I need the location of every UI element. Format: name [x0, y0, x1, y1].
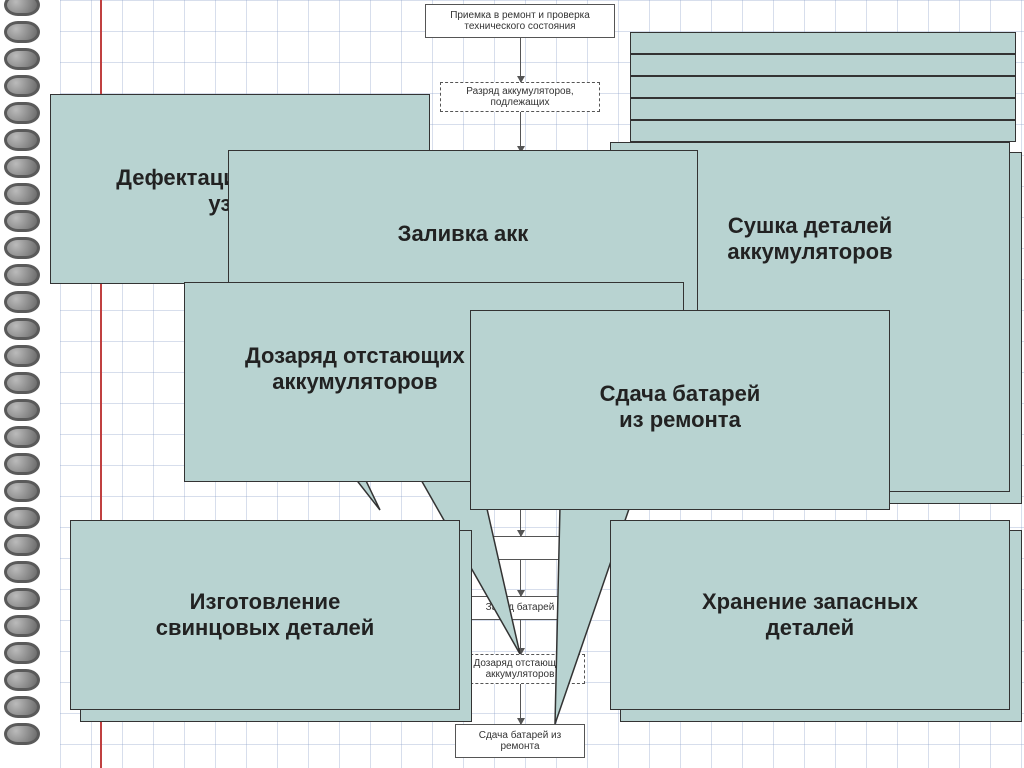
flow-arrow	[520, 620, 521, 654]
flow-box-f1: Приемка в ремонт и проверка технического…	[425, 4, 615, 38]
spiral-ring	[4, 507, 40, 529]
flow-arrow	[520, 684, 521, 724]
spiral-ring	[4, 210, 40, 232]
flow-box-f6: Сдача батарей из ремонта	[455, 724, 585, 758]
card-label: Сдача батарей из ремонта	[600, 381, 761, 433]
spiral-ring	[4, 669, 40, 691]
spiral-ring	[4, 615, 40, 637]
thin-card	[630, 120, 1016, 142]
spiral-ring	[4, 696, 40, 718]
spiral-ring	[4, 723, 40, 745]
spiral-ring	[4, 48, 40, 70]
spiral-ring	[4, 156, 40, 178]
spiral-ring	[4, 480, 40, 502]
spiral-ring	[4, 129, 40, 151]
spiral-ring	[4, 237, 40, 259]
spiral-ring	[4, 399, 40, 421]
spiral-ring	[4, 345, 40, 367]
spiral-ring	[4, 102, 40, 124]
flow-box-f2: Разряд аккумуляторов, подлежащих	[440, 82, 600, 112]
flow-arrow	[520, 560, 521, 596]
thin-card	[630, 54, 1016, 76]
card-c6: Изготовление свинцовых деталей	[70, 520, 460, 710]
spiral-ring	[4, 561, 40, 583]
spiral-ring	[4, 426, 40, 448]
spiral-ring	[4, 534, 40, 556]
flow-box-f5: Дозаряд отстающих аккумуляторов	[455, 654, 585, 684]
spiral-ring	[4, 588, 40, 610]
stage: Приемка в ремонт и проверка технического…	[0, 0, 1024, 768]
card-label: Дозаряд отстающих аккумуляторов	[245, 343, 465, 395]
card-c5: Сдача батарей из ремонта	[470, 310, 890, 510]
card-label: Хранение запасных деталей	[702, 589, 918, 641]
spiral-ring	[4, 21, 40, 43]
spiral-ring	[4, 264, 40, 286]
spiral-ring	[4, 372, 40, 394]
flow-box-f3	[455, 536, 585, 560]
card-label: Изготовление свинцовых деталей	[156, 589, 375, 641]
flow-arrow	[520, 38, 521, 82]
card-c7: Хранение запасных деталей	[610, 520, 1010, 710]
spiral-ring	[4, 453, 40, 475]
spiral-ring	[4, 75, 40, 97]
spiral-ring	[4, 318, 40, 340]
thin-card	[630, 76, 1016, 98]
spiral-ring	[4, 0, 40, 16]
card-label: Сушка деталей аккумуляторов	[727, 213, 892, 265]
thin-card	[630, 98, 1016, 120]
spiral-binding	[0, 0, 46, 768]
flow-arrow	[520, 112, 521, 152]
card-label: Заливка акк	[398, 221, 529, 247]
flow-box-f4: Заряд батарей	[455, 596, 585, 620]
thin-card	[630, 32, 1016, 54]
spiral-ring	[4, 642, 40, 664]
spiral-ring	[4, 183, 40, 205]
spiral-ring	[4, 291, 40, 313]
